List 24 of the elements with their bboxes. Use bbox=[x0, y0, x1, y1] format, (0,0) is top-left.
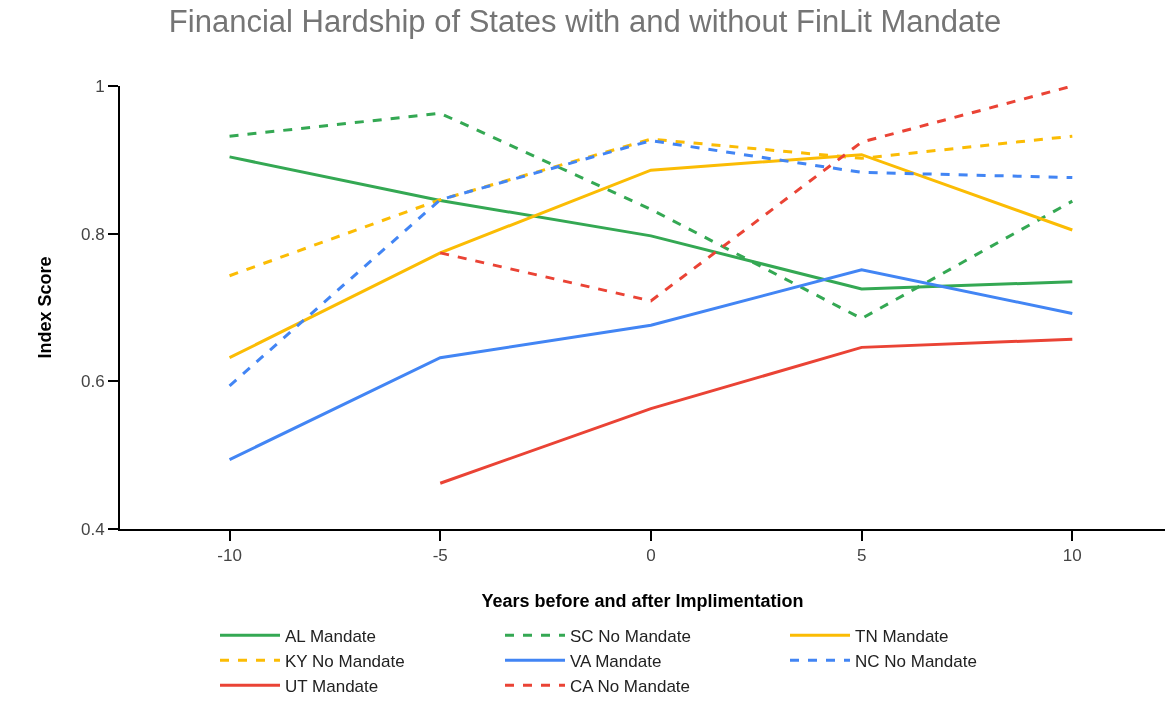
y-tick-label: 0.6 bbox=[80, 372, 105, 392]
legend-label: CA No Mandate bbox=[570, 676, 691, 696]
chart-title: Financial Hardship of States with and without FinLit Mandate bbox=[168, 4, 1002, 40]
x-axis-title: Years before and after Implimentation bbox=[481, 591, 804, 611]
y-tick-label: 1 bbox=[95, 76, 105, 96]
x-tick-label: 5 bbox=[856, 546, 867, 566]
legend-label: NC No Mandate bbox=[855, 651, 977, 671]
legend-label: KY No Mandate bbox=[285, 651, 405, 671]
legend-label: AL Mandate bbox=[285, 626, 377, 646]
x-tick-label: -5 bbox=[432, 546, 448, 566]
legend-label: SC No Mandate bbox=[570, 626, 691, 646]
line-series bbox=[228, 111, 1074, 321]
legend-label: UT Mandate bbox=[285, 676, 379, 696]
y-tick-label: 0.8 bbox=[80, 224, 105, 244]
line-series bbox=[228, 139, 1074, 388]
line-series bbox=[228, 268, 1074, 462]
y-tick-label: 0.4 bbox=[80, 519, 105, 539]
legend-label: VA Mandate bbox=[570, 651, 662, 671]
x-tick-label: 0 bbox=[646, 546, 656, 566]
y-axis-title: Index Score bbox=[34, 256, 55, 359]
line-series bbox=[438, 337, 1074, 485]
x-tick-label: -10 bbox=[217, 546, 242, 566]
legend-label: TN Mandate bbox=[855, 626, 949, 646]
x-tick-label: 10 bbox=[1062, 546, 1082, 566]
